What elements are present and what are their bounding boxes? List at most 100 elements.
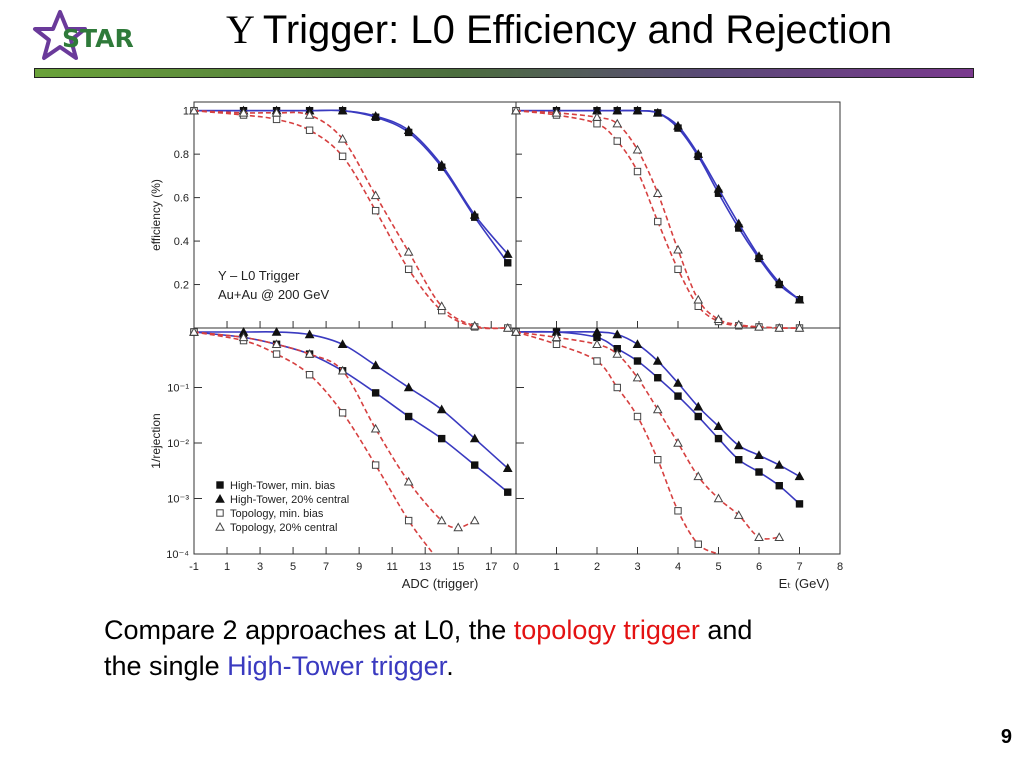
- legend-label-1: High-Tower, min. bias: [230, 480, 336, 492]
- slide-title: Υ Trigger: L0 Efficiency and Rejection: [226, 6, 892, 53]
- series-line-4: [515, 331, 780, 540]
- data-point: [511, 326, 521, 336]
- data-point: [652, 355, 663, 365]
- data-point: [189, 105, 199, 115]
- xtick-label-adc: 17: [485, 561, 497, 573]
- series-line-3: [193, 109, 508, 330]
- legend-marker-2: [215, 493, 225, 503]
- data-point: [693, 471, 704, 481]
- data-point: [754, 450, 764, 460]
- xtick-label-et: 3: [634, 561, 640, 573]
- data-point: [502, 322, 513, 332]
- data-point: [552, 340, 561, 349]
- data-point: [403, 246, 414, 256]
- xtick-label-adc: 3: [257, 561, 263, 573]
- xtick-label-adc: -1: [189, 561, 199, 573]
- data-point: [238, 107, 249, 117]
- data-point: [305, 371, 314, 379]
- data-point: [774, 322, 785, 332]
- data-point: [633, 167, 642, 176]
- data-point: [654, 217, 662, 226]
- data-point: [371, 389, 380, 397]
- legend-marker-4: [215, 521, 225, 531]
- legend-marker-3: [216, 509, 224, 517]
- legend-label-2: High-Tower, 20% central: [230, 494, 349, 506]
- series-markers-1: [190, 328, 512, 496]
- data-point: [436, 159, 447, 169]
- data-point: [673, 437, 683, 447]
- data-point: [551, 332, 562, 342]
- data-point: [674, 392, 682, 400]
- caption-part4: the single: [104, 651, 228, 681]
- data-point: [733, 510, 744, 519]
- xtick-label-et: 6: [756, 561, 762, 573]
- data-point: [673, 378, 683, 387]
- data-point: [754, 251, 764, 260]
- data-point: [794, 322, 805, 332]
- data-point: [305, 126, 314, 134]
- data-point: [754, 532, 764, 541]
- data-point: [694, 302, 702, 310]
- data-point: [632, 105, 643, 115]
- xtick-label-et: 7: [796, 561, 802, 573]
- data-point: [774, 460, 785, 469]
- xtick-label-et: 2: [594, 561, 600, 573]
- data-point: [613, 383, 621, 392]
- ytick-label-rej: 10⁻³: [167, 494, 189, 506]
- series-line-4: [193, 331, 476, 529]
- annotation-line-2: Au+Au @ 200 GeV: [218, 287, 329, 302]
- data-point: [337, 365, 348, 375]
- data-point: [693, 401, 704, 411]
- data-point: [694, 412, 702, 421]
- data-point: [371, 206, 380, 215]
- xtick-label-adc: 5: [290, 561, 296, 573]
- data-point: [654, 374, 662, 382]
- data-point: [504, 488, 512, 496]
- star-logo-star-icon: [33, 10, 87, 60]
- data-point: [304, 349, 315, 358]
- data-point: [304, 329, 315, 339]
- series-line-2: [193, 109, 509, 255]
- data-point: [370, 360, 381, 370]
- data-point: [502, 249, 513, 258]
- caption-high-tower: High-Tower trigger: [227, 651, 447, 681]
- ytick-label-eff: 0.8: [174, 149, 189, 161]
- data-point: [189, 326, 199, 336]
- data-point: [271, 107, 282, 117]
- xtick-label-et: 8: [837, 561, 843, 573]
- data-point: [337, 339, 348, 349]
- data-point: [774, 277, 785, 287]
- data-point: [754, 321, 764, 331]
- data-point: [469, 320, 480, 330]
- title-symbol: Υ: [226, 7, 255, 52]
- series-markers-2: [511, 105, 805, 304]
- data-point: [436, 404, 447, 414]
- data-point: [272, 350, 281, 358]
- xtick-label-et: 1: [553, 561, 559, 573]
- data-point: [436, 301, 447, 310]
- data-point: [504, 259, 512, 267]
- data-point: [775, 482, 783, 490]
- data-point: [370, 111, 381, 120]
- series-markers-4: [511, 326, 785, 541]
- xtick-label-adc: 11: [386, 561, 397, 573]
- xlabel-et: Eₜ (GeV): [779, 576, 830, 591]
- series-markers-3: [512, 328, 702, 548]
- data-point: [713, 493, 724, 503]
- data-point: [693, 149, 704, 158]
- ylabel-efficiency: efficiency (%): [149, 179, 163, 251]
- data-point: [338, 409, 347, 417]
- data-point: [633, 412, 642, 421]
- xtick-label-et: 0: [513, 561, 519, 573]
- xtick-label-adc: 9: [356, 561, 362, 573]
- data-point: [612, 329, 623, 339]
- data-point: [337, 133, 348, 143]
- ytick-label-eff: 0.6: [174, 193, 189, 205]
- series-markers-4: [189, 326, 480, 532]
- data-point: [632, 339, 643, 349]
- data-point: [469, 515, 480, 525]
- series-line-4: [193, 109, 508, 329]
- ytick-label-eff: 0.2: [174, 280, 189, 292]
- data-point: [551, 107, 562, 117]
